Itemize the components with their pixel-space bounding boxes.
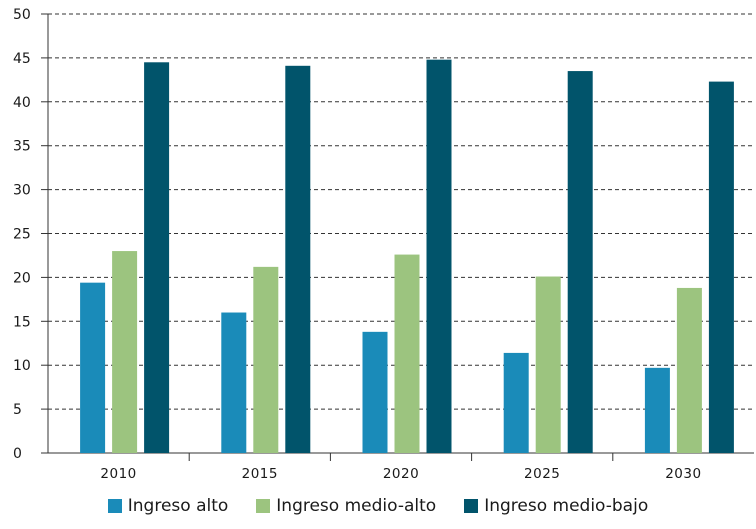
legend-item-ingreso-medio-alto: Ingreso medio-alto (256, 496, 436, 516)
bar-ingreso-medio-bajo-2010 (144, 62, 170, 453)
bar-ingreso-medio-alto-2015 (253, 266, 279, 453)
y-tick-label-15: 15 (13, 314, 31, 330)
y-tick-label-30: 30 (13, 183, 31, 199)
legend-item-ingreso-medio-bajo: Ingreso medio-bajo (464, 496, 648, 516)
legend: Ingreso alto Ingreso medio-alto Ingreso … (0, 493, 756, 519)
y-tick-label-45: 45 (13, 51, 31, 67)
bar-ingreso-medio-alto-2030 (676, 287, 702, 453)
x-tick-label-2015: 2015 (242, 466, 278, 482)
y-tick-label-40: 40 (13, 95, 31, 111)
x-tick-label-2025: 2025 (524, 466, 560, 482)
bar-ingreso-alto-2020 (362, 331, 388, 453)
y-tick-label-20: 20 (13, 270, 31, 286)
bar-ingreso-alto-2015 (221, 312, 247, 453)
y-tick-label-10: 10 (13, 358, 31, 374)
legend-label-ingreso-alto: Ingreso alto (127, 496, 229, 516)
legend-label-ingreso-medio-bajo: Ingreso medio-bajo (484, 496, 649, 516)
bar-ingreso-medio-bajo-2020 (426, 59, 452, 453)
y-tick-label-50: 50 (13, 7, 31, 23)
bar-ingreso-alto-2010 (80, 282, 106, 453)
y-tick-label-0: 0 (13, 446, 22, 462)
bar-ingreso-medio-alto-2010 (112, 251, 138, 453)
y-tick-label-25: 25 (13, 227, 31, 243)
bar-ingreso-medio-bajo-2030 (708, 81, 734, 453)
x-tick-label-2020: 2020 (383, 466, 419, 482)
x-tick-label-2010: 2010 (100, 466, 136, 482)
legend-item-ingreso-alto: Ingreso alto (107, 496, 229, 516)
x-tick-label-2030: 2030 (665, 466, 701, 482)
y-tick-label-35: 35 (13, 139, 31, 155)
legend-label-ingreso-medio-alto: Ingreso medio-alto (276, 496, 437, 516)
legend-swatch-ingreso-medio-alto (256, 499, 271, 513)
bar-ingreso-medio-bajo-2015 (285, 65, 311, 453)
legend-swatch-ingreso-alto (107, 499, 122, 513)
bar-ingreso-alto-2025 (503, 352, 529, 453)
bar-ingreso-alto-2030 (644, 367, 670, 453)
bar-ingreso-medio-bajo-2025 (567, 71, 593, 453)
bar-ingreso-medio-alto-2025 (535, 276, 561, 453)
legend-swatch-ingreso-medio-bajo (464, 499, 479, 513)
y-tick-label-5: 5 (13, 402, 22, 418)
bar-ingreso-medio-alto-2020 (394, 254, 420, 453)
